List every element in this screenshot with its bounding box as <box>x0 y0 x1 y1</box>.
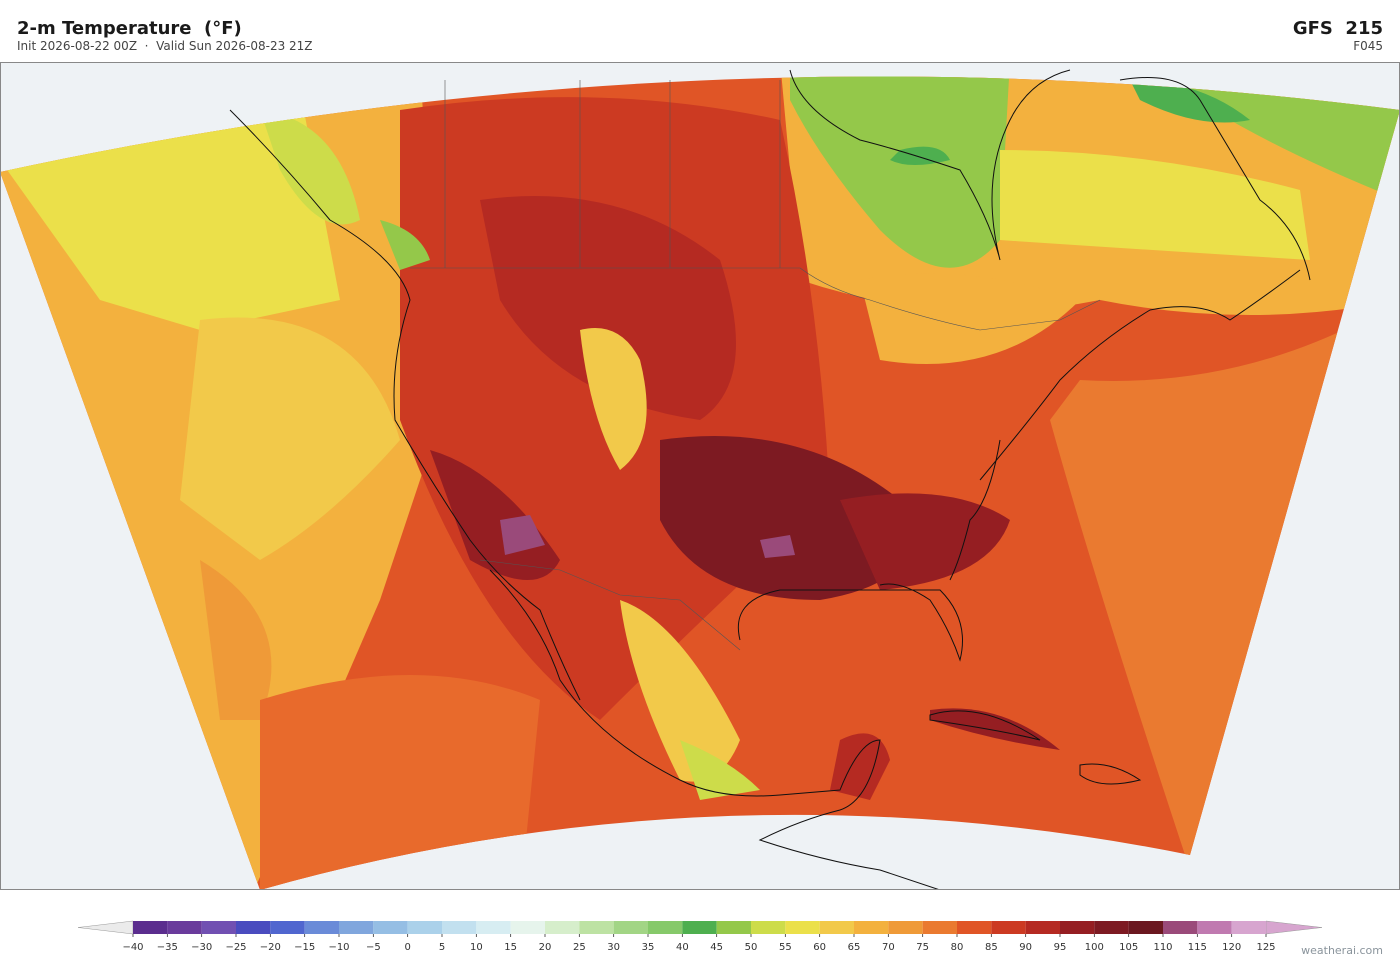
subtitle: Init 2026-08-22 00Z · Valid Sun 2026-08-… <box>17 39 313 53</box>
colorbar-band <box>819 921 854 934</box>
colorbar-tick-label: 50 <box>745 942 758 953</box>
colorbar-tick-label: 35 <box>642 942 655 953</box>
colorbar-band <box>1025 921 1060 934</box>
colorbar-tick-label: 125 <box>1256 942 1275 953</box>
colorbar-tick-label: 105 <box>1119 942 1138 953</box>
title: 2-m Temperature (°F) <box>17 18 242 39</box>
colorbar-tick-label: 20 <box>539 942 552 953</box>
colorbar-band <box>1231 921 1266 934</box>
colorbar-tick-label: −5 <box>366 942 381 953</box>
colorbar-band <box>785 921 820 934</box>
colorbar-band <box>751 921 786 934</box>
colorbar-tick-label: 60 <box>813 942 826 953</box>
colorbar-band <box>339 921 374 934</box>
colorbar-tick-label: −10 <box>328 942 349 953</box>
colorbar-tick-label: 10 <box>470 942 483 953</box>
colorbar-band <box>476 921 511 934</box>
colorbar-band <box>304 921 339 934</box>
colorbar-tick-label: 25 <box>573 942 586 953</box>
colorbar-tick-label: 30 <box>607 942 620 953</box>
colorbar-tick-label: 115 <box>1188 942 1207 953</box>
colorbar-band <box>201 921 236 934</box>
colorbar-tick-label: −15 <box>294 942 315 953</box>
colorbar-band <box>888 921 923 934</box>
colorbar-tick-label: 85 <box>985 942 998 953</box>
colorbar-extend-low <box>77 920 134 935</box>
colorbar-tick-label: −25 <box>225 942 246 953</box>
colorbar-tick-label: 90 <box>1019 942 1032 953</box>
colorbar-band <box>682 921 717 934</box>
coastlines <box>229 69 1311 890</box>
colorbar-band <box>957 921 992 934</box>
colorbar-tick-label: 95 <box>1054 942 1067 953</box>
colorbar-band <box>545 921 580 934</box>
colorbar-band <box>236 921 271 934</box>
colorbar-band <box>991 921 1026 934</box>
model: GFS 215 <box>1293 18 1383 39</box>
colorbar-band <box>922 921 957 934</box>
credit: weatherai.com <box>1301 944 1383 957</box>
colorbar-tick-label: 75 <box>916 942 929 953</box>
colorbar-tick-label: 40 <box>676 942 689 953</box>
borders <box>410 80 1101 651</box>
colorbar-tick-label: 15 <box>504 942 517 953</box>
colorbar-band <box>167 921 202 934</box>
colorbar-tick-label: −35 <box>157 942 178 953</box>
colorbar-band <box>613 921 648 934</box>
colorbar-band <box>373 921 408 934</box>
colorbar-tick-label: −20 <box>260 942 281 953</box>
colorbar-band <box>407 921 442 934</box>
colorbar-band <box>1197 921 1232 934</box>
forecast-hour: F045 <box>1353 39 1383 53</box>
colorbar-band <box>133 921 168 934</box>
colorbar-tick-label: 5 <box>439 942 445 953</box>
colorbar-band <box>648 921 683 934</box>
colorbar-band <box>510 921 545 934</box>
colorbar-tick-label: 70 <box>882 942 895 953</box>
colorbar-extend-high <box>1265 920 1323 935</box>
colorbar-tick-label: −40 <box>122 942 143 953</box>
colorbar-tick-label: 110 <box>1153 942 1172 953</box>
colorbar-tick-label: 45 <box>710 942 723 953</box>
colorbar-band <box>1128 921 1163 934</box>
colorbar-band <box>716 921 751 934</box>
colorbar-tick-label: 55 <box>779 942 792 953</box>
colorbar-band <box>442 921 477 934</box>
colorbar-band <box>854 921 889 934</box>
colorbar-tick-label: 65 <box>848 942 861 953</box>
colorbar-tick-label: 80 <box>951 942 964 953</box>
colorbar-band <box>1094 921 1129 934</box>
colorbar-tick-label: 120 <box>1222 942 1241 953</box>
colorbar-band <box>270 921 305 934</box>
colorbar-tick-label: 100 <box>1085 942 1104 953</box>
colorbar-band <box>1060 921 1095 934</box>
colorbar-tick-label: 0 <box>404 942 410 953</box>
colorbar-tick-label: −30 <box>191 942 212 953</box>
colorbar-band <box>1163 921 1198 934</box>
colorbar-band <box>579 921 614 934</box>
colorbar: −40 −35 −30 −25 −20 −15 −10 −5 0 5 10 15 20 25 30 35 40 4… <box>77 920 1323 953</box>
